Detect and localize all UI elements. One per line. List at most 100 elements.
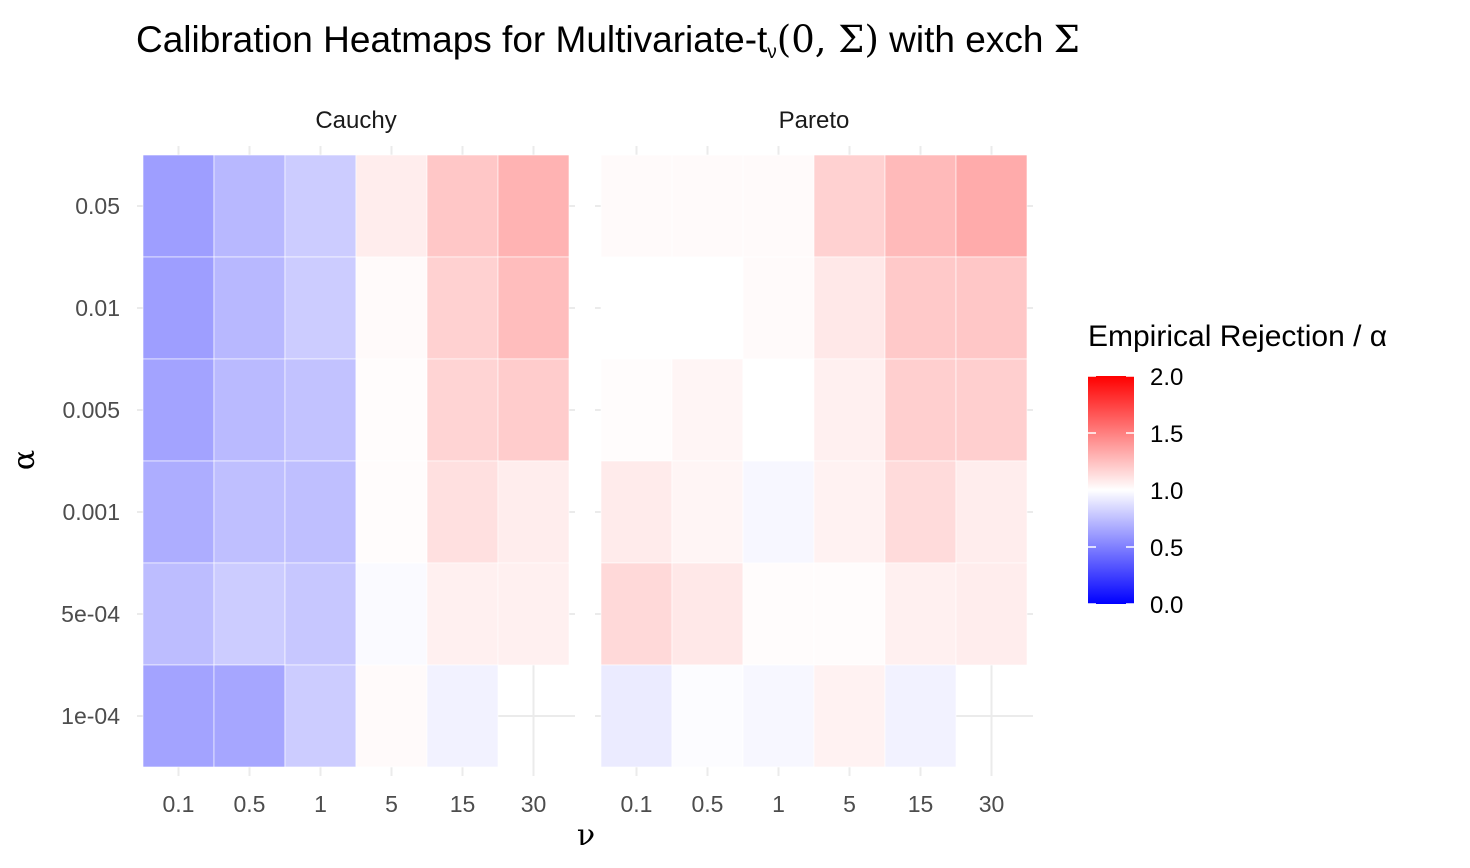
x-tick-label: 30 [521,791,547,817]
heatmap-cell [884,664,957,768]
heatmap-cell [426,154,499,258]
heatmap-cell [671,664,744,768]
y-tick-label: 5e-04 [61,601,120,627]
legend-ticks: 2.0 1.5 1.0 0.5 0.0 [1088,364,1183,619]
heatmap-cell [355,358,428,462]
y-tick-label: 1e-04 [61,703,120,729]
axes-layer: 0.05 0.01 0.005 0.001 5e-04 1e-04 [61,193,120,729]
heatmap-cell [813,358,886,462]
heatmap-cell [955,154,1028,258]
heatmap-cell [497,256,570,360]
heatmap-cell [813,664,886,768]
heatmap-cell [742,664,815,768]
legend-tick-label: 1.5 [1150,421,1183,448]
heatmap-cell [497,562,570,666]
heatmap-cell [884,256,957,360]
heatmap-cell [884,460,957,564]
heatmap-cell [426,562,499,666]
legend-tick-label: 1.0 [1150,478,1183,505]
heatmap-cell [213,358,286,462]
heatmap-cell [600,664,673,768]
heatmap-cell [284,460,357,564]
heatmap-cell [284,664,357,768]
x-tick-label: 0.1 [163,791,195,817]
heatmap-cell [213,154,286,258]
panel-strip-label: Pareto [779,107,850,134]
legend-title: Empirical Rejection / α [1088,320,1387,353]
heatmap-cell [600,256,673,360]
heatmap-cell [497,154,570,258]
heatmap-cell [671,256,744,360]
x-tick-label: 30 [979,791,1005,817]
heatmap-cell [284,358,357,462]
heatmap-cell [813,562,886,666]
heatmap-cell [813,154,886,258]
heatmap-cell [355,256,428,360]
x-tick-label: 5 [385,791,398,817]
heatmap-cell [742,562,815,666]
y-tick-label: 0.05 [75,193,120,219]
heatmap-cell [284,154,357,258]
heatmap-cell [213,562,286,666]
heatmap-cell [884,358,957,462]
heatmap-cell [955,256,1028,360]
heatmap-cell [600,154,673,258]
heatmap-cell [142,562,215,666]
y-tick-label: 0.005 [62,397,120,423]
legend-tick-label: 2.0 [1150,364,1183,391]
heatmap-cell [142,664,215,768]
heatmap-cell [671,460,744,564]
panel-strip-label: Cauchy [315,107,396,134]
heatmap-cell [497,358,570,462]
heatmap-cell [600,358,673,462]
heatmap-cell [142,154,215,258]
heatmap-cell [671,562,744,666]
x-tick-label: 1 [314,791,327,817]
heatmap-cell [955,460,1028,564]
heatmap-cell [142,460,215,564]
heatmap-cell [142,256,215,360]
chart-title: Calibration Heatmaps for Multivariate-tν… [136,18,1080,63]
heatmap-cell [426,256,499,360]
heatmap-cell [600,460,673,564]
x-tick-label: 15 [450,791,476,817]
heatmap-cell [142,358,215,462]
heatmap-cell [955,358,1028,462]
heatmap-cell [355,562,428,666]
legend-tick-label: 0.0 [1150,592,1183,619]
heatmap-cell [884,154,957,258]
heatmap-cell [742,460,815,564]
x-tick-label: 0.5 [234,791,266,817]
heatmap-cell [671,154,744,258]
x-tick-label: 0.1 [621,791,653,817]
y-tick-label: 0.001 [62,499,120,525]
y-axis-label: α [7,450,42,470]
heatmap-cell [600,562,673,666]
legend-tick-label: 0.5 [1150,535,1183,562]
heatmap-cell [671,358,744,462]
x-tick-label: 1 [772,791,785,817]
heatmap-cell [742,358,815,462]
heatmap-cell [955,562,1028,666]
x-tick-label: 15 [908,791,934,817]
heatmap-cell [355,664,428,768]
x-axis-label: ν [577,818,595,853]
heatmap-cell [497,460,570,564]
x-tick-label: 0.5 [692,791,724,817]
heatmap-cell [426,460,499,564]
heatmap-cell [884,562,957,666]
heatmap-cell [213,664,286,768]
heatmap-cell [355,460,428,564]
y-tick-label: 0.01 [75,295,120,321]
heatmap-cell [813,460,886,564]
x-tick-label: 5 [843,791,856,817]
heatmap-cell [355,154,428,258]
heatmap-cell [813,256,886,360]
heatmap-cell [213,256,286,360]
heatmap-cell [284,562,357,666]
heatmap-cell [284,256,357,360]
